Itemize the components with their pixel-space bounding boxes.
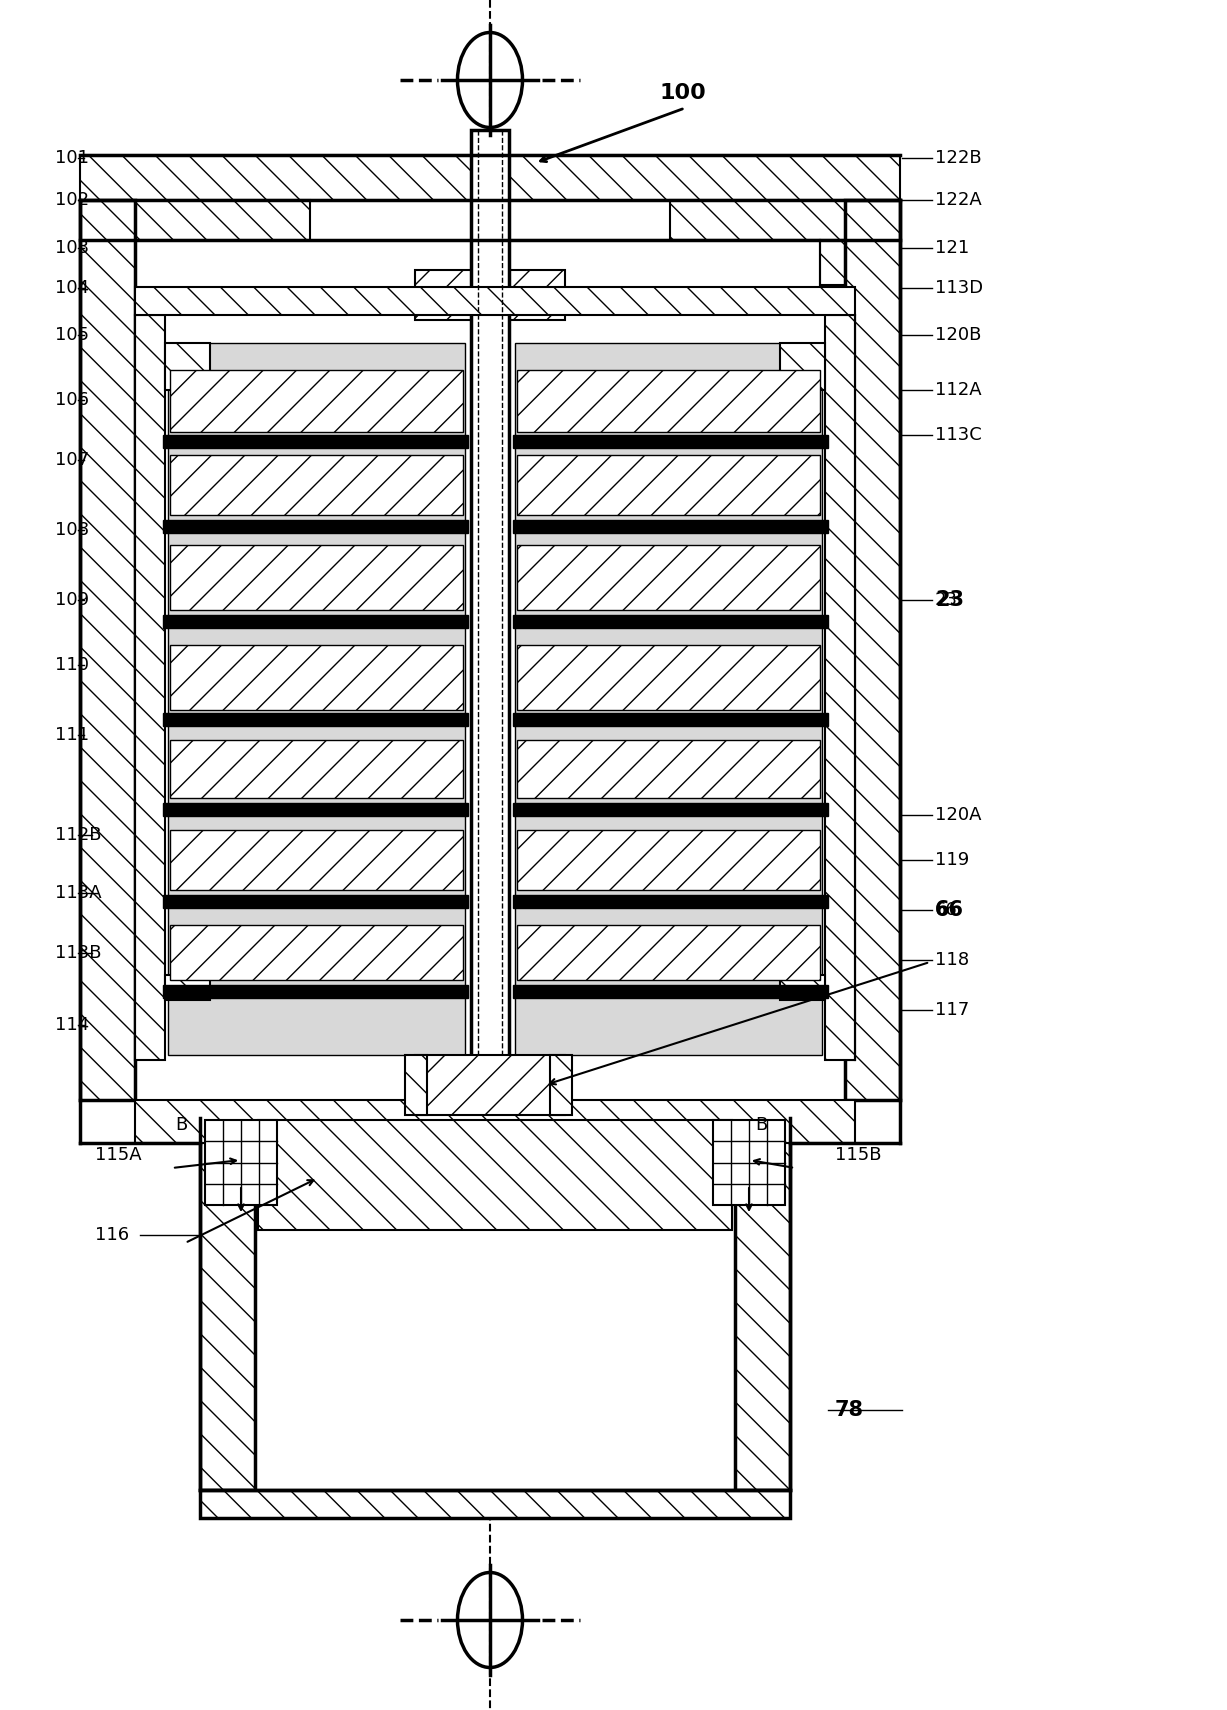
- Bar: [513, 894, 828, 908]
- Text: 113C: 113C: [935, 426, 982, 445]
- Text: 121: 121: [935, 239, 969, 256]
- Text: 119: 119: [935, 852, 969, 869]
- Text: 113B: 113B: [55, 944, 102, 963]
- Bar: [471, 130, 509, 1105]
- Bar: [845, 315, 855, 1060]
- Bar: [713, 1120, 785, 1206]
- Text: 108: 108: [55, 522, 90, 539]
- Bar: [670, 200, 899, 239]
- Text: 105: 105: [55, 327, 90, 344]
- Text: 115A: 115A: [94, 1146, 141, 1165]
- Text: 110: 110: [55, 657, 90, 674]
- Bar: [415, 270, 564, 320]
- Bar: [405, 1055, 427, 1115]
- Bar: [845, 200, 899, 1100]
- Bar: [163, 894, 467, 908]
- Text: 122B: 122B: [935, 149, 982, 168]
- Bar: [513, 434, 828, 448]
- Bar: [735, 1118, 790, 1489]
- Bar: [780, 975, 825, 1000]
- Bar: [164, 344, 210, 390]
- Bar: [517, 455, 820, 515]
- Bar: [80, 156, 899, 200]
- Bar: [513, 616, 828, 628]
- Bar: [517, 925, 820, 980]
- Bar: [258, 1120, 733, 1229]
- Text: 102: 102: [55, 192, 90, 209]
- Text: 66: 66: [935, 901, 958, 918]
- Bar: [163, 985, 467, 999]
- Bar: [171, 645, 463, 710]
- Text: 106: 106: [55, 392, 90, 409]
- Bar: [171, 369, 463, 433]
- Bar: [820, 239, 850, 286]
- Text: 107: 107: [55, 451, 90, 469]
- Bar: [515, 344, 822, 1055]
- Text: 23: 23: [935, 592, 958, 609]
- Bar: [845, 239, 899, 286]
- Text: 117: 117: [935, 1000, 969, 1019]
- Bar: [513, 804, 828, 816]
- Bar: [171, 925, 463, 980]
- Text: 111: 111: [55, 727, 90, 744]
- Bar: [513, 985, 828, 999]
- Text: 122A: 122A: [935, 192, 982, 209]
- Text: 114: 114: [55, 1016, 90, 1035]
- Bar: [163, 713, 467, 727]
- Bar: [163, 804, 467, 816]
- Text: 104: 104: [55, 279, 90, 298]
- Bar: [163, 616, 467, 628]
- Text: 23: 23: [935, 590, 964, 610]
- Bar: [135, 287, 855, 315]
- Bar: [200, 1118, 255, 1489]
- Text: B: B: [755, 1117, 767, 1134]
- Text: 112A: 112A: [935, 381, 982, 398]
- Text: 115B: 115B: [836, 1146, 881, 1165]
- Bar: [171, 740, 463, 799]
- Text: 112B: 112B: [55, 826, 102, 845]
- Bar: [171, 545, 463, 610]
- Text: 120B: 120B: [935, 327, 982, 344]
- Bar: [80, 239, 135, 286]
- Bar: [80, 200, 310, 239]
- Bar: [171, 455, 463, 515]
- Text: 120A: 120A: [935, 805, 982, 824]
- Bar: [163, 520, 467, 534]
- Text: 103: 103: [55, 239, 90, 256]
- Text: 101: 101: [55, 149, 90, 168]
- Bar: [550, 1055, 572, 1115]
- Bar: [135, 1100, 855, 1142]
- Bar: [168, 344, 465, 1055]
- Text: B: B: [175, 1117, 188, 1134]
- Bar: [513, 713, 828, 727]
- Bar: [517, 545, 820, 610]
- Text: 116: 116: [94, 1226, 129, 1243]
- Bar: [517, 645, 820, 710]
- Bar: [255, 1118, 735, 1489]
- Text: 109: 109: [55, 592, 90, 609]
- Bar: [171, 829, 463, 889]
- Text: 113D: 113D: [935, 279, 983, 298]
- Bar: [415, 1055, 564, 1115]
- Bar: [517, 740, 820, 799]
- Text: 118: 118: [935, 951, 969, 970]
- Bar: [780, 344, 825, 390]
- Text: 78: 78: [836, 1400, 864, 1419]
- Bar: [517, 829, 820, 889]
- Bar: [135, 315, 164, 1060]
- Bar: [163, 434, 467, 448]
- Bar: [205, 1120, 277, 1206]
- Bar: [80, 200, 135, 1100]
- Text: 113A: 113A: [55, 884, 102, 901]
- Bar: [200, 1489, 790, 1518]
- Bar: [517, 369, 820, 433]
- Bar: [164, 975, 210, 1000]
- Bar: [825, 315, 855, 1060]
- Text: 100: 100: [660, 84, 707, 103]
- Bar: [513, 520, 828, 534]
- Text: 66: 66: [935, 899, 964, 920]
